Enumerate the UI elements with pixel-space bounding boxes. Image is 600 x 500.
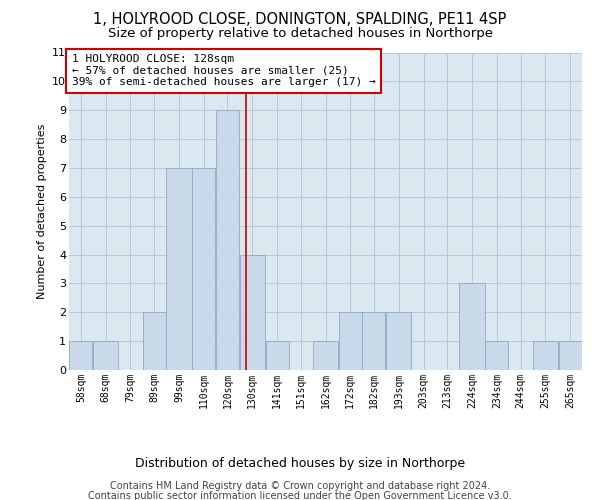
Bar: [533, 341, 558, 370]
Bar: [216, 110, 239, 370]
Text: Contains public sector information licensed under the Open Government Licence v3: Contains public sector information licen…: [88, 491, 512, 500]
Bar: [313, 341, 338, 370]
Bar: [239, 254, 265, 370]
Bar: [143, 312, 166, 370]
Text: 1, HOLYROOD CLOSE, DONINGTON, SPALDING, PE11 4SP: 1, HOLYROOD CLOSE, DONINGTON, SPALDING, …: [94, 12, 506, 28]
Text: 1 HOLYROOD CLOSE: 128sqm
← 57% of detached houses are smaller (25)
39% of semi-d: 1 HOLYROOD CLOSE: 128sqm ← 57% of detach…: [71, 54, 376, 88]
Bar: [460, 284, 485, 370]
Y-axis label: Number of detached properties: Number of detached properties: [37, 124, 47, 299]
Text: Size of property relative to detached houses in Northorpe: Size of property relative to detached ho…: [107, 28, 493, 40]
Text: Distribution of detached houses by size in Northorpe: Distribution of detached houses by size …: [135, 458, 465, 470]
Bar: [266, 341, 289, 370]
Bar: [362, 312, 385, 370]
Bar: [192, 168, 215, 370]
Bar: [559, 341, 581, 370]
Bar: [485, 341, 508, 370]
Bar: [93, 341, 118, 370]
Bar: [70, 341, 92, 370]
Bar: [339, 312, 362, 370]
Bar: [386, 312, 412, 370]
Bar: [166, 168, 191, 370]
Text: Contains HM Land Registry data © Crown copyright and database right 2024.: Contains HM Land Registry data © Crown c…: [110, 481, 490, 491]
